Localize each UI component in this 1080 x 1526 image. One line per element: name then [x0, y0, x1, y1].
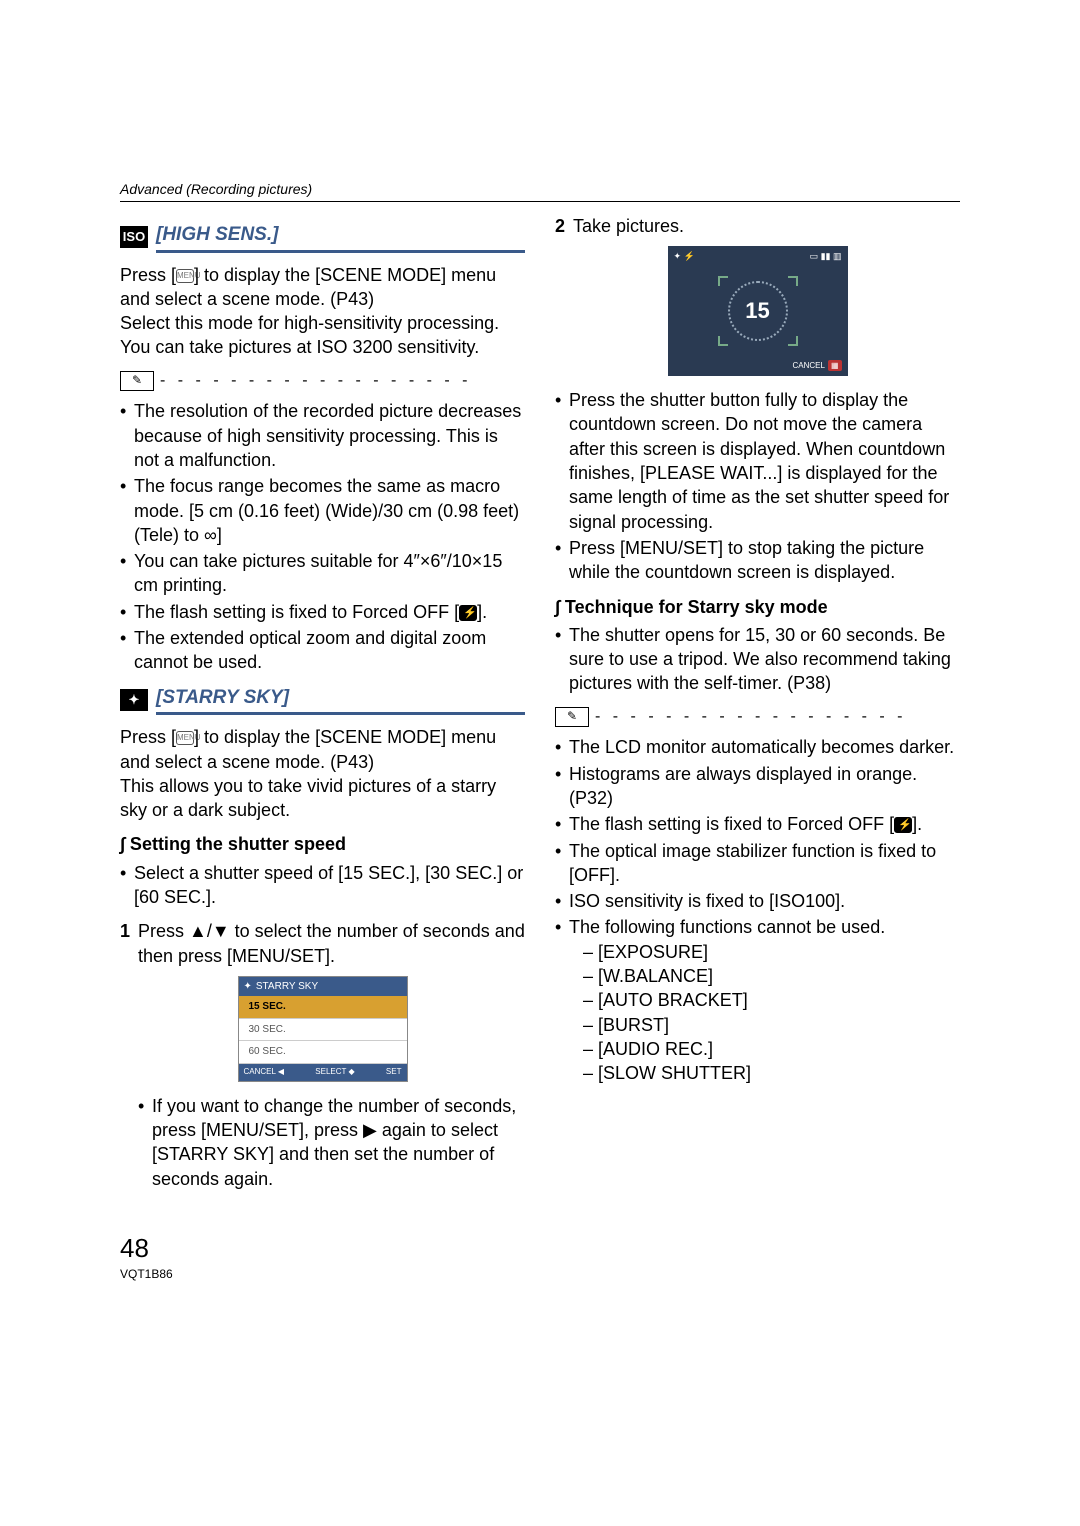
starry-sky-icon: ✦: [120, 689, 148, 711]
menu-title-bar: ✦ STARRY SKY: [239, 977, 407, 997]
high-sens-icon: ISO: [120, 226, 148, 248]
right-column: 2 Take pictures. ✦ ⚡ ▭ ▮▮ ▥ 15 CANCEL▦ P…: [555, 214, 960, 1201]
bullet-item: The shutter opens for 15, 30 or 60 secon…: [555, 623, 960, 696]
bullet-item: Select a shutter speed of [15 SEC.], [30…: [120, 861, 525, 910]
high-sens-title: [HIGH SENS.]: [156, 222, 525, 253]
step-1: 1 Press ▲/▼ to select the number of seco…: [120, 919, 525, 968]
shutter-speed-subhead: ∫ Setting the shutter speed: [120, 832, 525, 856]
technique-subhead: ∫ Technique for Starry sky mode: [555, 595, 960, 619]
menu-row-selected: 15 SEC.: [239, 996, 407, 1019]
menu-row: 60 SEC.: [239, 1041, 407, 1064]
starry-notes: The LCD monitor automatically becomes da…: [555, 735, 960, 1085]
high-sens-intro: Press [MENU] to display the [SCENE MODE]…: [120, 263, 525, 360]
content-columns: ISO [HIGH SENS.] Press [MENU] to display…: [120, 214, 960, 1201]
sub-item: [EXPOSURE]: [583, 940, 960, 964]
bullet-item: ISO sensitivity is fixed to [ISO100].: [555, 889, 960, 913]
countdown-lcd: ✦ ⚡ ▭ ▮▮ ▥ 15 CANCEL▦: [668, 246, 848, 376]
lcd-top-left-icons: ✦ ⚡: [674, 250, 695, 262]
note-item: The extended optical zoom and digital zo…: [120, 626, 525, 675]
step-2: 2 Take pictures.: [555, 214, 960, 238]
running-header: Advanced (Recording pictures): [120, 180, 960, 202]
bullet-item: Press the shutter button fully to displa…: [555, 388, 960, 534]
lcd-top-right-icons: ▭ ▮▮ ▥: [810, 250, 842, 262]
page-footer: 48 VQT1B86: [120, 1231, 960, 1282]
starry-menu-screenshot: ✦ STARRY SKY 15 SEC. 30 SEC. 60 SEC. CAN…: [238, 976, 408, 1082]
bullet-item: Histograms are always displayed in orang…: [555, 762, 960, 811]
note-item: The resolution of the recorded picture d…: [120, 399, 525, 472]
bullet-item: Press [MENU/SET] to stop taking the pict…: [555, 536, 960, 585]
dash-line: - - - - - - - - - - - - - - - - - -: [160, 370, 525, 392]
starry-intro: Press [MENU] to display the [SCENE MODE]…: [120, 725, 525, 822]
dash-line: - - - - - - - - - - - - - - - - - -: [595, 706, 960, 728]
bullet-item: If you want to change the number of seco…: [138, 1094, 525, 1191]
left-column: ISO [HIGH SENS.] Press [MENU] to display…: [120, 214, 525, 1201]
shutter-speed-bullet: Select a shutter speed of [15 SEC.], [30…: [120, 861, 525, 910]
note-icon: ✎: [120, 371, 154, 391]
press-notes: Press the shutter button fully to displa…: [555, 388, 960, 584]
step-number: 2: [555, 214, 565, 238]
high-sens-heading: ISO [HIGH SENS.]: [120, 222, 525, 253]
note-item: The flash setting is fixed to Forced OFF…: [120, 600, 525, 624]
step1-note: If you want to change the number of seco…: [120, 1094, 525, 1191]
technique-bullets: The shutter opens for 15, 30 or 60 secon…: [555, 623, 960, 696]
high-sens-notes: The resolution of the recorded picture d…: [120, 399, 525, 674]
countdown-number: 15: [728, 281, 788, 341]
menu-footer: CANCEL ◀ SELECT ◆ SET: [239, 1064, 407, 1081]
bullet-item: The flash setting is fixed to Forced OFF…: [555, 812, 960, 836]
page-number: 48: [120, 1231, 960, 1266]
note-icon: ✎: [555, 707, 589, 727]
menu-row: 30 SEC.: [239, 1019, 407, 1042]
bullet-item: The optical image stabilizer function is…: [555, 839, 960, 888]
menu-icon: ✦: [244, 980, 252, 994]
sub-item: [BURST]: [583, 1013, 960, 1037]
note-divider: ✎ - - - - - - - - - - - - - - - - - -: [555, 706, 960, 728]
step-text: Take pictures.: [573, 216, 684, 236]
bullet-item: The following functions cannot be used. …: [555, 915, 960, 1085]
flash-off-icon: [459, 605, 477, 621]
sub-item: [AUTO BRACKET]: [583, 988, 960, 1012]
menu-set-icon: MENU: [176, 269, 194, 283]
note-item: The focus range becomes the same as macr…: [120, 474, 525, 547]
sub-item: [SLOW SHUTTER]: [583, 1061, 960, 1085]
flash-off-icon: [894, 817, 912, 833]
bullet-item: The LCD monitor automatically becomes da…: [555, 735, 960, 759]
sub-item: [AUDIO REC.]: [583, 1037, 960, 1061]
starry-sky-heading: ✦ [STARRY SKY]: [120, 685, 525, 716]
starry-sky-title: [STARRY SKY]: [156, 685, 525, 716]
menu-set-icon: MENU: [176, 731, 194, 745]
note-divider: ✎ - - - - - - - - - - - - - - - - - -: [120, 370, 525, 392]
sub-item: [W.BALANCE]: [583, 964, 960, 988]
note-item: You can take pictures suitable for 4″×6″…: [120, 549, 525, 598]
step-text: Press ▲/▼ to select the number of second…: [138, 921, 525, 965]
lcd-cancel: CANCEL▦: [792, 361, 841, 372]
step-number: 1: [120, 919, 130, 943]
cannot-use-list: [EXPOSURE] [W.BALANCE] [AUTO BRACKET] [B…: [569, 940, 960, 1086]
menu-title: STARRY SKY: [256, 980, 318, 994]
doc-code: VQT1B86: [120, 1266, 960, 1282]
